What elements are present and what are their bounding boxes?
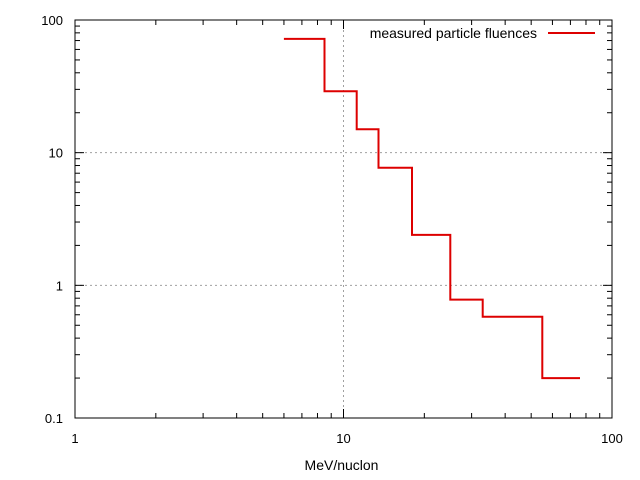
series-line (283, 37, 580, 380)
plot-frame (74, 19, 613, 419)
minor-ticks (74, 19, 613, 419)
legend-label: measured particle fluences (370, 25, 537, 41)
y-tick-label: 10 (49, 146, 63, 161)
grid-lines (75, 20, 612, 418)
legend: measured particle fluences (370, 25, 595, 41)
y-tick-label: 100 (41, 13, 63, 28)
x-tick-label: 1 (71, 431, 78, 446)
x-tick-label: 100 (601, 431, 623, 446)
series-layer (283, 37, 580, 380)
y-tick-label: 1 (56, 278, 63, 293)
y-tick-label: 0.1 (45, 411, 63, 426)
x-tick-labels: 1 10 100 (71, 431, 622, 446)
x-axis-label: MeV/nuclon (305, 457, 379, 473)
x-tick-label: 10 (336, 431, 350, 446)
y-tick-labels: 0.1 1 10 100 (41, 13, 63, 426)
